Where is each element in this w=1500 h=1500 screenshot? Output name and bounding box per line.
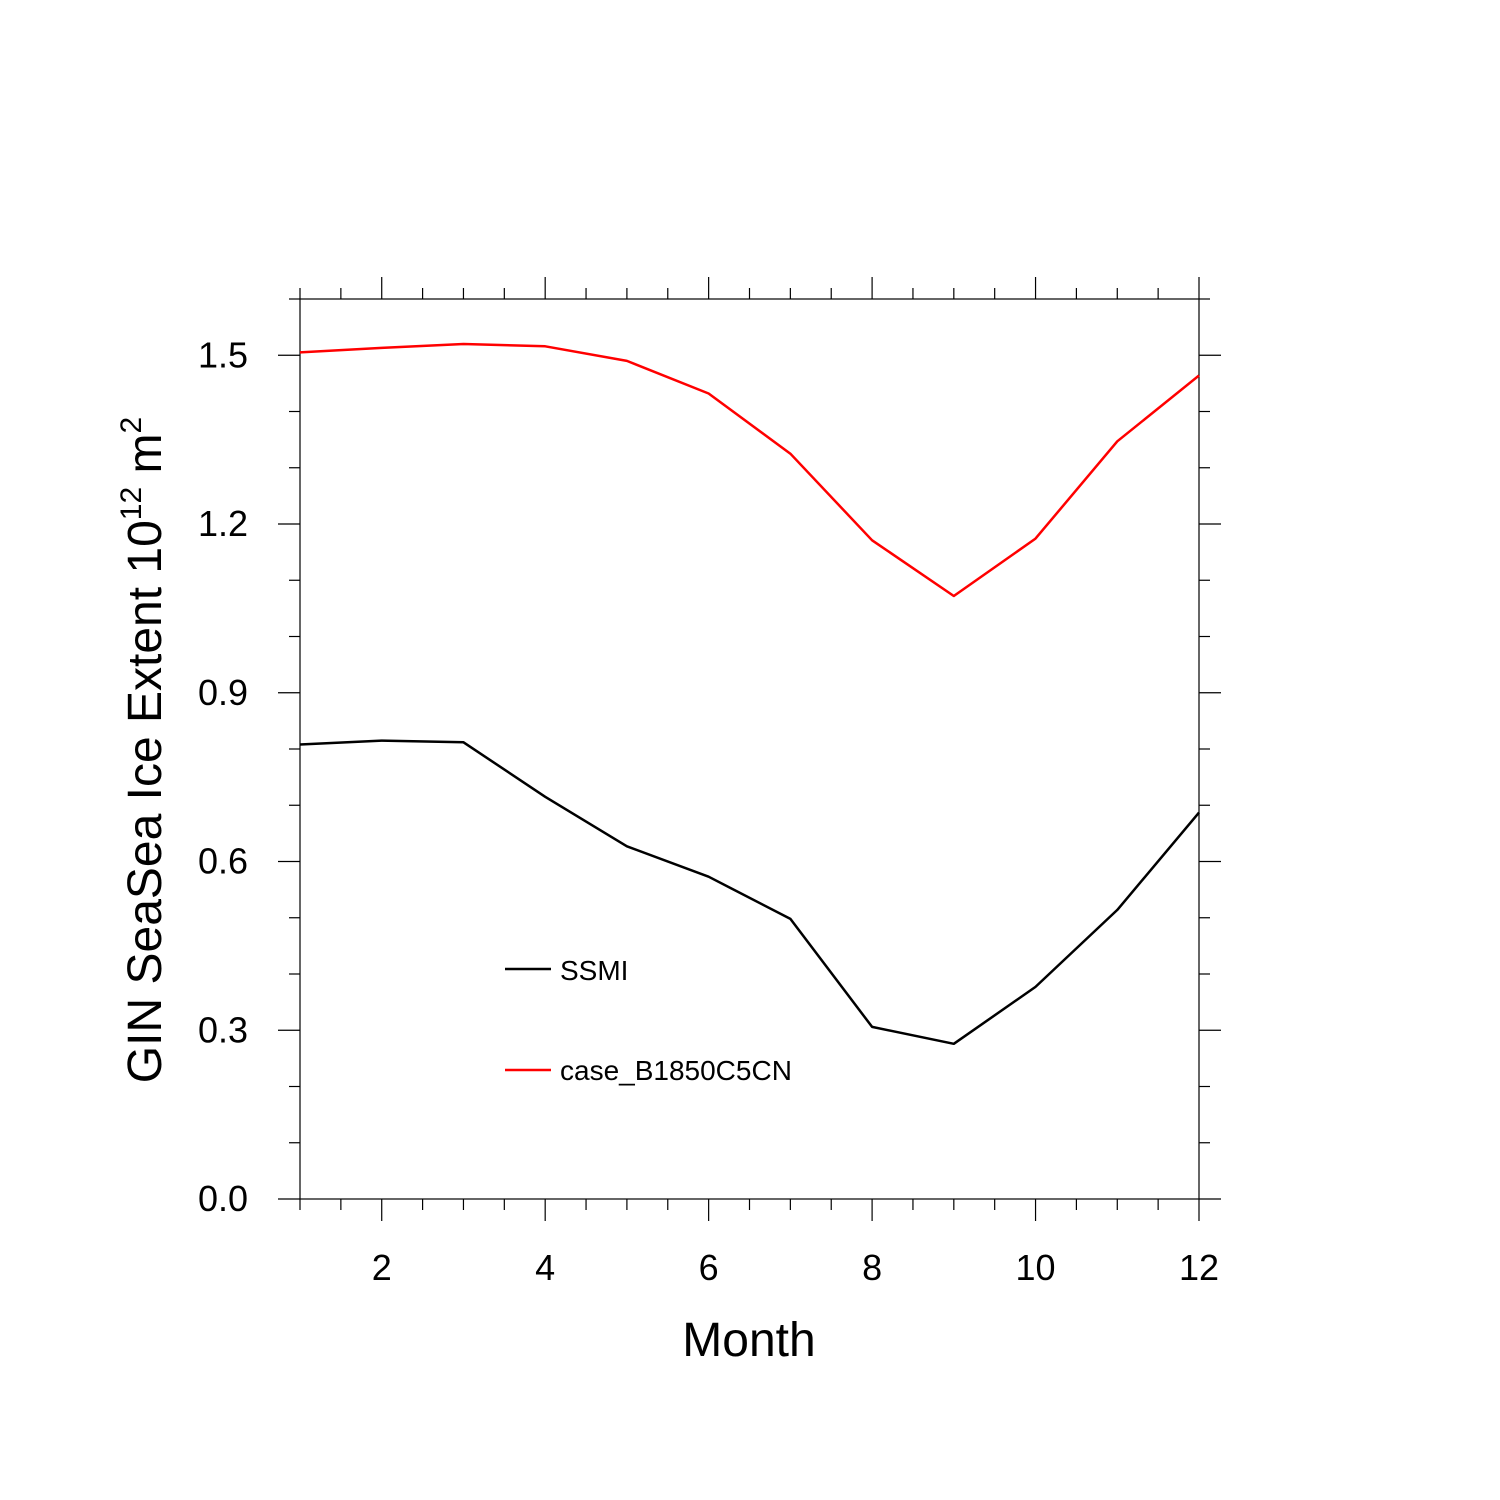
y-axis-title-unit: m <box>119 433 172 486</box>
legend: SSMI case_B1850C5CN <box>505 955 792 1086</box>
axis-ticks <box>278 277 1221 1221</box>
y-tick-label: 0.3 <box>198 1009 248 1050</box>
y-tick-label: 0.0 <box>198 1178 248 1219</box>
y-axis-title-exponent: 12 <box>115 487 148 520</box>
y-tick-label: 0.9 <box>198 672 248 713</box>
x-tick-label: 8 <box>862 1247 882 1288</box>
y-tick-label: 1.2 <box>198 503 248 544</box>
x-tick-label: 4 <box>535 1247 555 1288</box>
legend-label-ssmi: SSMI <box>560 955 628 986</box>
y-axis-title-unit-exponent: 2 <box>115 417 148 434</box>
series-line-case <box>299 342 1200 598</box>
y-tick-label: 0.6 <box>198 841 248 882</box>
y-tick-label: 1.5 <box>198 334 248 375</box>
y-axis-title-main: GIN SeaSea Ice Extent 10 <box>119 520 172 1083</box>
x-tick-label: 12 <box>1179 1247 1219 1288</box>
y-axis-title-group: GIN SeaSea Ice Extent 1012 m2 <box>115 417 172 1083</box>
y-axis-title: GIN SeaSea Ice Extent 1012 m2 <box>115 417 172 1083</box>
x-tick-label: 10 <box>1016 1247 1056 1288</box>
tick-labels: 2 4 6 8 10 12 0.0 0.3 0.6 0.9 1.2 1.5 <box>198 334 1219 1288</box>
x-tick-label: 6 <box>699 1247 719 1288</box>
legend-label-case: case_B1850C5CN <box>560 1055 792 1086</box>
series-line-ssmi <box>299 739 1200 1046</box>
data-series <box>299 342 1200 1046</box>
x-tick-label: 2 <box>372 1247 392 1288</box>
x-axis-title: Month <box>682 1314 815 1367</box>
